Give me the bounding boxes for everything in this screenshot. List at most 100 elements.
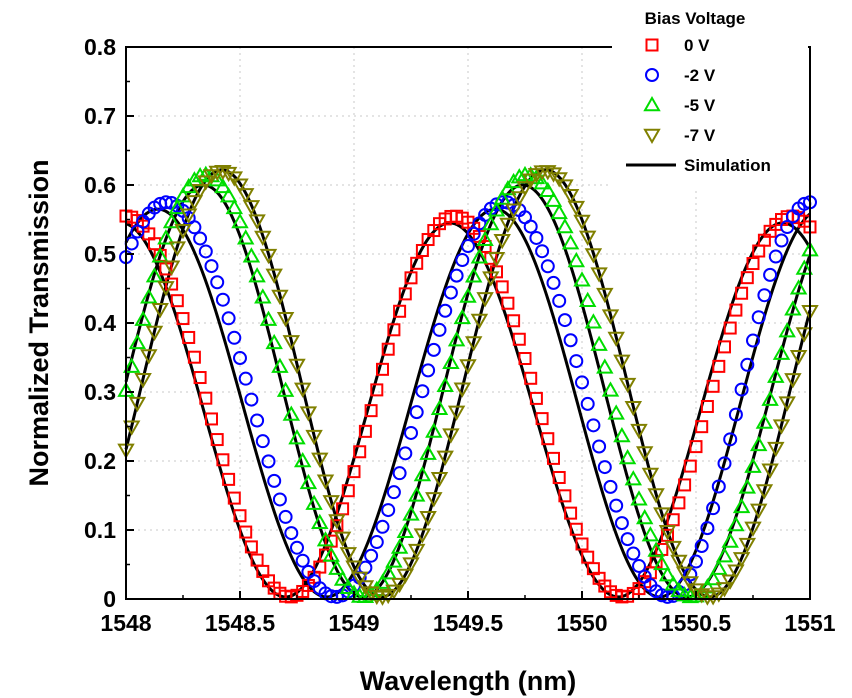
data-point (272, 492, 287, 507)
data-point (278, 509, 293, 524)
data-point (187, 350, 201, 364)
data-point (311, 452, 329, 468)
data-point (221, 311, 236, 326)
legend-label: -5 V (684, 96, 716, 115)
data-point (563, 333, 578, 348)
data-point (529, 230, 544, 245)
data-point (586, 418, 601, 433)
data-point (744, 521, 762, 537)
data-point (738, 537, 757, 554)
data-point (421, 363, 436, 378)
data-point (410, 256, 424, 270)
data-point (390, 577, 409, 594)
data-point (168, 198, 187, 215)
data-point (675, 566, 694, 582)
data-point (261, 454, 276, 469)
data-point (313, 560, 327, 574)
x-tick-label: 1550.5 (661, 610, 732, 636)
data-point (174, 223, 192, 240)
data-point (128, 333, 147, 350)
data-point (385, 552, 403, 568)
data-point (193, 231, 208, 246)
y-tick-label: 0.2 (84, 448, 116, 474)
data-point (244, 540, 258, 554)
data-point (204, 259, 219, 274)
data-point (482, 215, 500, 231)
data-point (282, 335, 301, 351)
data-point (476, 292, 494, 308)
data-point (706, 501, 721, 516)
data-point (729, 303, 743, 317)
data-point (187, 220, 202, 235)
data-point (718, 340, 731, 354)
x-tick-label: 1549 (328, 610, 379, 636)
data-point (162, 212, 181, 229)
data-point (597, 460, 612, 475)
data-point (316, 531, 335, 547)
data-point (438, 303, 453, 318)
data-point (219, 166, 238, 183)
data-point (552, 293, 567, 308)
data-point (122, 420, 141, 436)
data-point (305, 429, 323, 446)
y-axis-title: Normalized Transmission (24, 159, 54, 486)
data-point (521, 173, 540, 189)
y-tick-label: 0.5 (84, 241, 116, 267)
data-point (316, 474, 335, 490)
legend-label: 0 V (684, 36, 710, 55)
data-point (373, 573, 392, 589)
data-point (455, 253, 470, 268)
data-point (715, 582, 734, 598)
data-point (145, 325, 164, 342)
data-point (238, 371, 253, 386)
data-point (544, 191, 563, 207)
data-point (140, 288, 158, 304)
data-point (694, 539, 709, 554)
data-point (539, 181, 557, 197)
data-point (392, 466, 407, 481)
data-point (630, 423, 648, 440)
data-point (700, 399, 714, 413)
data-point (510, 191, 529, 207)
y-tick-label: 0.8 (84, 34, 116, 60)
data-point (453, 308, 472, 325)
x-axis-title: Wavelength (nm) (360, 666, 577, 696)
data-point (626, 546, 641, 561)
data-point (442, 353, 460, 370)
series-triangle-down (117, 165, 819, 606)
data-point (529, 391, 543, 405)
data-point (430, 471, 449, 488)
data-point (402, 505, 420, 521)
data-point (504, 203, 523, 219)
data-point (493, 189, 511, 205)
data-point (210, 433, 224, 447)
data-point (678, 478, 692, 492)
data-point (541, 432, 555, 446)
data-point (609, 498, 624, 513)
data-point (198, 244, 213, 259)
data-point (231, 212, 249, 229)
data-point (603, 479, 618, 494)
data-point (464, 267, 483, 283)
data-point (518, 352, 532, 366)
data-point (170, 294, 184, 308)
data-point (364, 548, 379, 563)
data-point (706, 379, 720, 393)
data-point (407, 486, 426, 502)
data-point (466, 226, 481, 241)
data-point (236, 229, 255, 245)
data-point (523, 219, 538, 234)
data-point (353, 445, 367, 459)
data-point (227, 330, 242, 345)
data-point (620, 532, 635, 547)
data-point (197, 175, 215, 191)
data-point (561, 234, 580, 250)
data-point (641, 526, 660, 542)
data-point (193, 371, 207, 385)
data-point (683, 459, 697, 473)
legend-marker (645, 68, 659, 82)
data-point (567, 251, 586, 268)
data-point (305, 494, 323, 510)
data-point (322, 495, 340, 511)
y-tick-label: 0.3 (84, 379, 116, 405)
